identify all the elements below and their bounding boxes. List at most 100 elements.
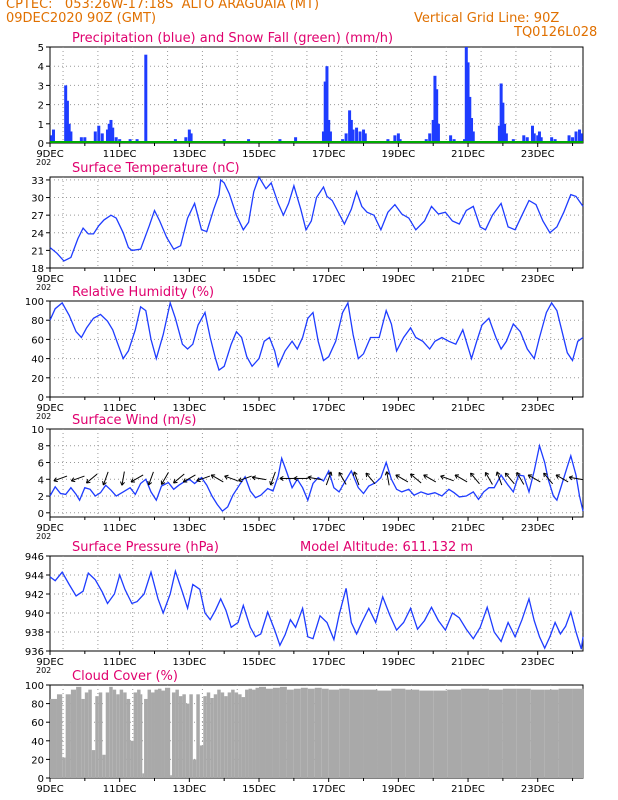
precip-bar (539, 137, 543, 143)
year-label: 202 (36, 412, 51, 421)
cloud-bar (227, 692, 232, 778)
x-tick-label: 13DEC (172, 149, 206, 160)
x-tick-label: 11DEC (103, 784, 137, 795)
x-tick-label: 13DEC (172, 657, 206, 668)
cloud-bar (185, 703, 190, 778)
cloud-bar (238, 694, 242, 778)
cloud-bar (144, 698, 148, 778)
precip-bar (184, 137, 188, 143)
cloud-bar (65, 694, 71, 778)
precip-bar (522, 135, 526, 143)
cloud-bar (147, 689, 152, 778)
precip-bar (107, 123, 111, 143)
precip-bar (449, 135, 453, 143)
x-tick-label: 13DEC (172, 523, 206, 534)
x-tick-label: 9DEC (36, 784, 63, 795)
wind-arrow (238, 475, 252, 482)
wind-arrow-head (409, 473, 415, 478)
cloud-bar (286, 689, 294, 778)
x-tick-label: 13DEC (172, 274, 206, 285)
panel-title: Precipitation (blue) and Snow Fall (gree… (72, 31, 393, 46)
precip-bar (504, 133, 508, 143)
wind-arrow-head (224, 474, 229, 480)
y-tick-label: 27 (31, 211, 44, 222)
cloud-bar (151, 692, 155, 778)
x-tick-label: 9DEC (36, 149, 63, 160)
x-tick-label: 9DEC (36, 403, 63, 414)
cloud-bar (544, 689, 559, 778)
precip-bar (328, 131, 332, 143)
precip-bar (323, 81, 327, 143)
y-tick-label: 1 (38, 120, 44, 131)
cloud-bar (137, 689, 141, 778)
cloud-bar (203, 696, 207, 778)
wind-arrow (53, 475, 68, 482)
x-tick-label: 15DEC (242, 403, 276, 414)
wind-arrow (183, 474, 196, 483)
cloud-bar (217, 689, 221, 778)
y-tick-label: 2 (38, 101, 44, 112)
x-tick-label: 17DEC (312, 403, 346, 414)
y-tick-label: 100 (25, 297, 44, 308)
cloud-bar (199, 745, 204, 778)
wind-arrow-head (307, 475, 312, 481)
cloud-bar (530, 689, 545, 778)
y-tick-label: 4 (38, 475, 44, 486)
y-tick-label: 60 (31, 335, 44, 346)
wind-arrow (210, 474, 224, 483)
x-tick-label: 17DEC (312, 784, 346, 795)
cloud-bar (196, 694, 200, 778)
wind-arrow-head (338, 471, 343, 477)
wind-arrow-head (279, 475, 284, 481)
y-tick-label: 80 (31, 316, 44, 327)
wind-arrow (555, 474, 569, 483)
wind-arrow (365, 472, 376, 485)
wind-arrow-head (53, 477, 58, 483)
cloud-bar (192, 759, 197, 778)
cloud-bar (363, 689, 378, 778)
cloud-bar (171, 692, 176, 778)
cloud-bar (502, 688, 517, 778)
y-tick-label: 40 (31, 355, 44, 366)
wind-arrow-head (454, 474, 460, 479)
y-tick-label: 936 (25, 647, 44, 658)
precip-bar (567, 135, 571, 143)
wind-arrow-head (423, 474, 428, 479)
cloud-bar (206, 692, 211, 778)
wind-arrow (527, 474, 541, 483)
x-tick-label: 23DEC (521, 784, 555, 795)
y-tick-label: 8 (38, 442, 44, 453)
wind-arrow-head (182, 478, 188, 483)
plot-frame (49, 555, 584, 652)
cloud-bar (175, 689, 179, 778)
cloud-bar (126, 698, 131, 778)
y-tick-label: 0 (38, 509, 44, 520)
wind-arrow-head (70, 477, 76, 483)
wind-arrow (102, 471, 109, 486)
precip-bar (530, 125, 534, 143)
precip-bar (571, 137, 575, 143)
plot-frame (49, 176, 584, 269)
precip-bar (431, 119, 435, 143)
x-tick-label: 11DEC (103, 657, 137, 668)
x-tick-label: 19DEC (381, 784, 415, 795)
x-tick-label: 13DEC (172, 784, 206, 795)
precip-bar (468, 96, 472, 143)
wind-arrow-head (327, 471, 333, 476)
y-tick-label: 18 (31, 264, 44, 275)
precip-bar (321, 131, 325, 143)
wind-arrow (423, 474, 437, 483)
wind-arrow-head (147, 481, 153, 486)
precip-bar (501, 102, 505, 143)
x-tick-label: 23DEC (521, 149, 555, 160)
wind-arrow-head (85, 479, 91, 484)
y-tick-label: 0 (38, 139, 44, 150)
precip-bar (358, 131, 362, 143)
wind-arrow-head (484, 471, 490, 477)
x-tick-label: 13DEC (172, 403, 206, 414)
x-tick-label: 19DEC (381, 403, 415, 414)
cloud-bar (265, 688, 273, 778)
x-tick-label: 9DEC (36, 523, 63, 534)
cloud-bar (182, 694, 186, 778)
